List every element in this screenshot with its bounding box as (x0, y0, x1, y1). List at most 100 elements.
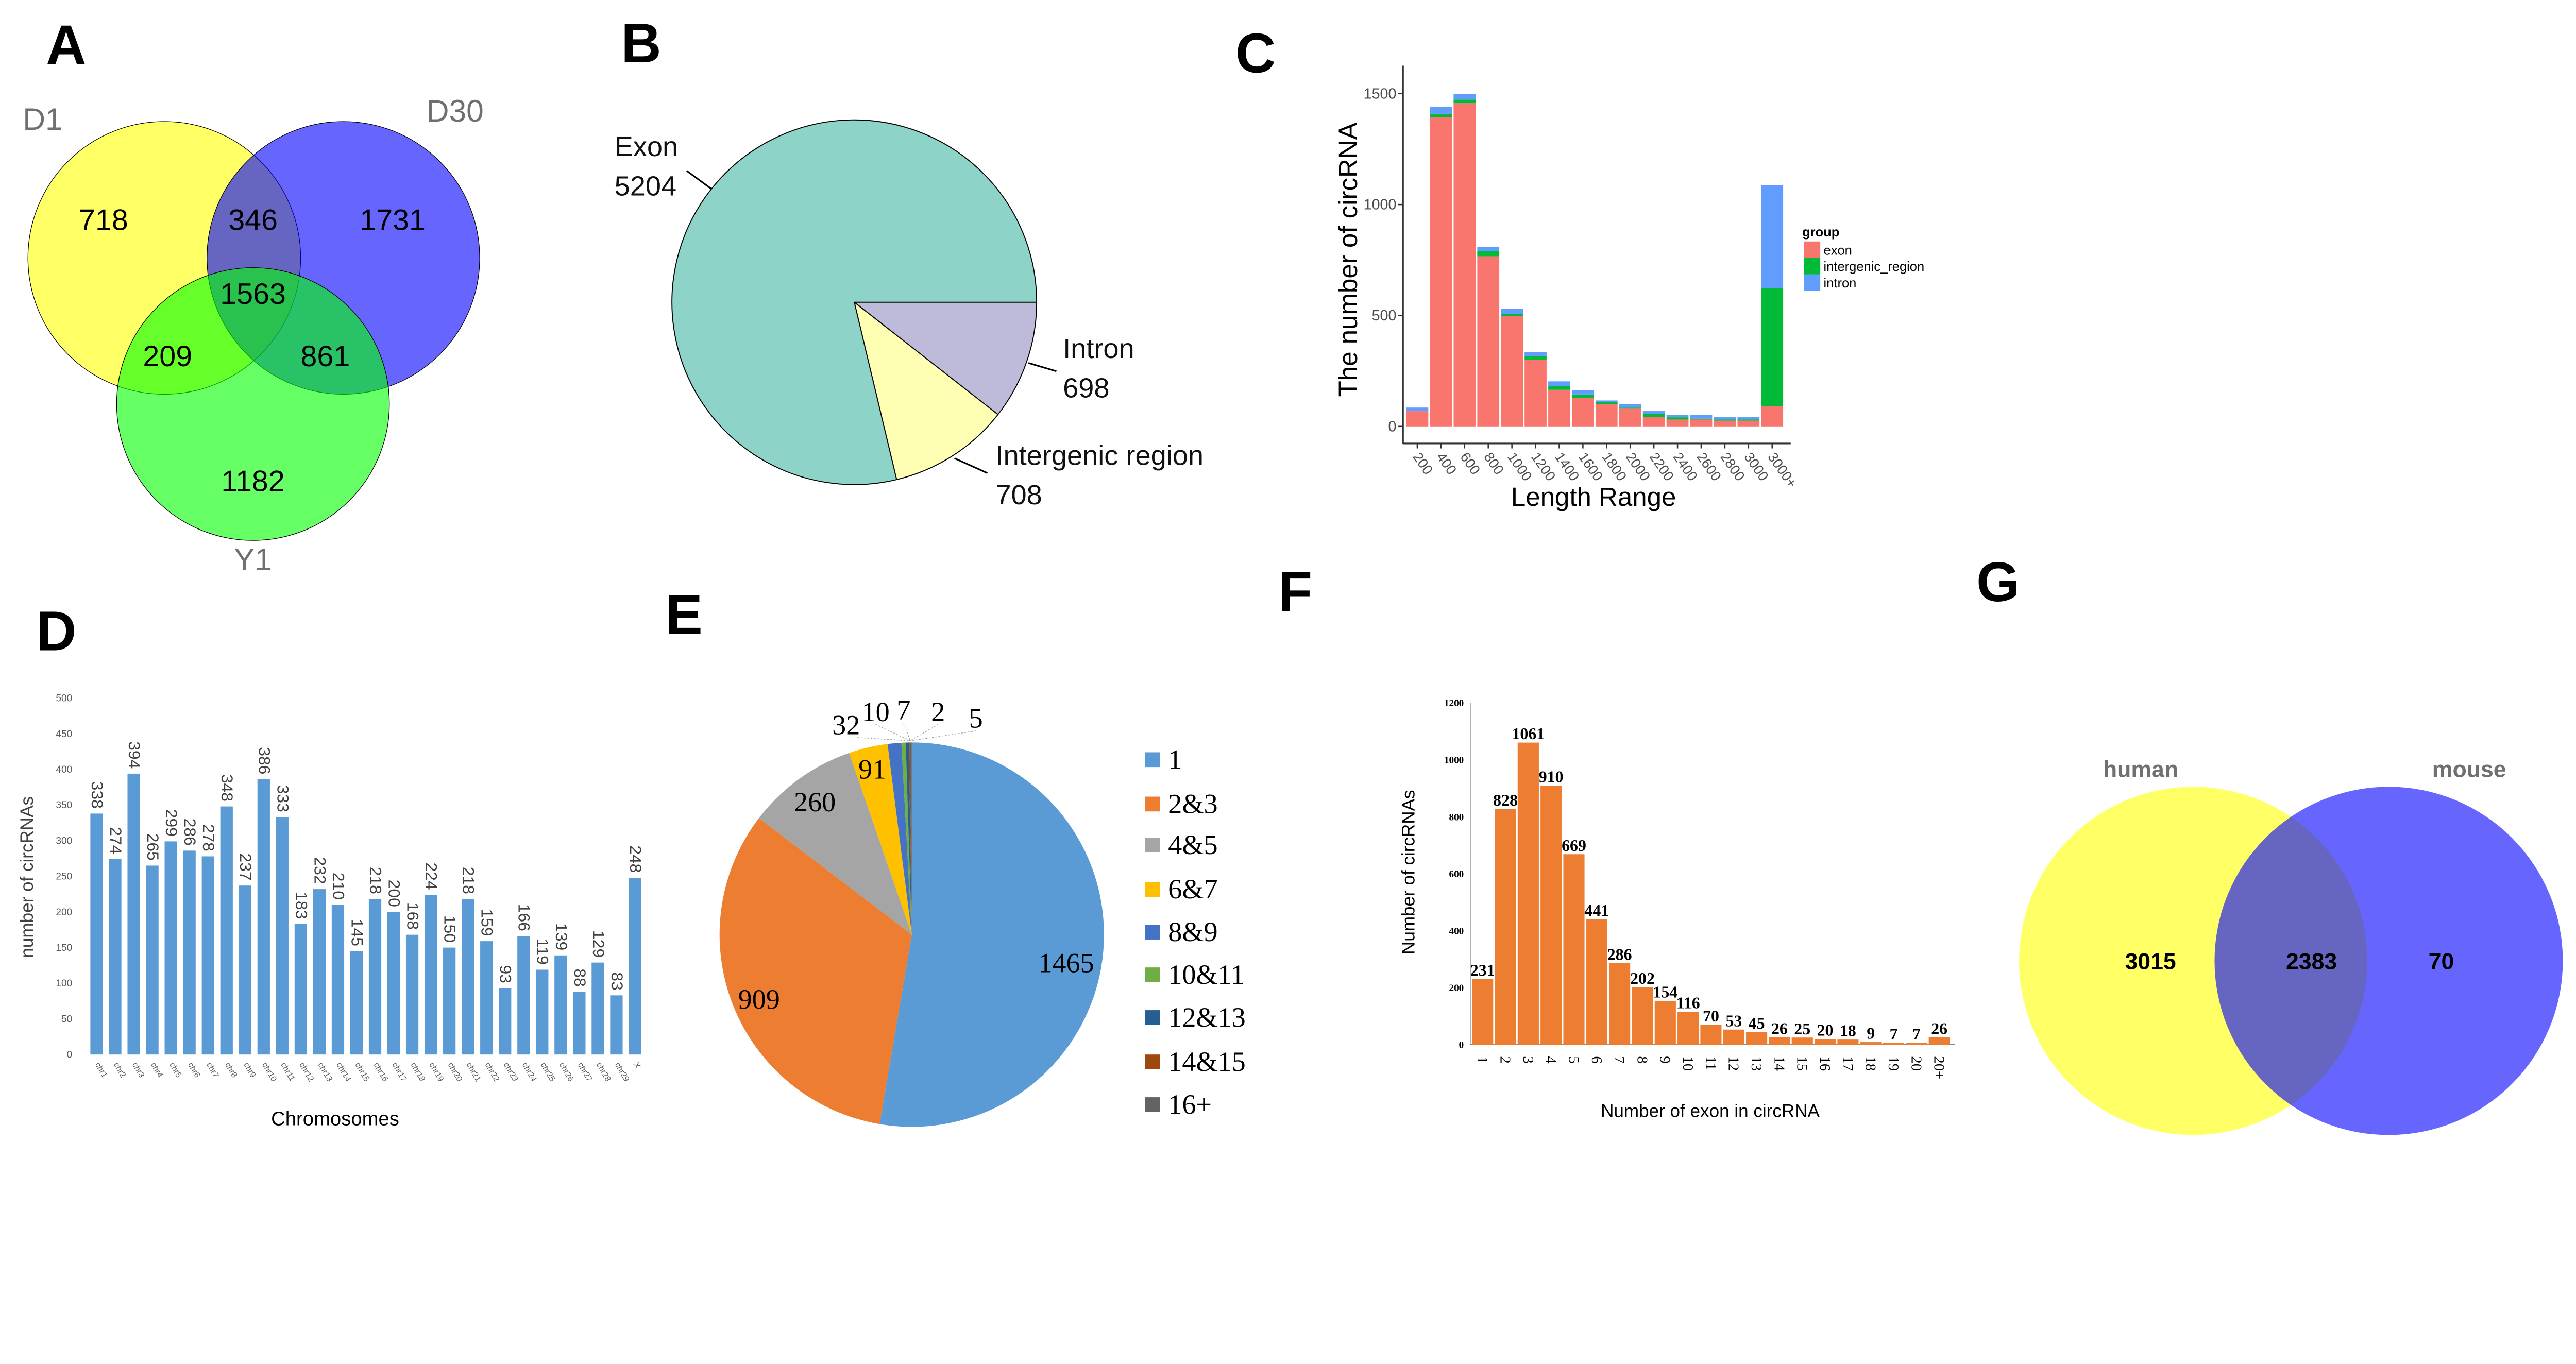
bar-segment-exon (1430, 117, 1452, 427)
y-axis-title: The number of circRNA (1333, 122, 1363, 397)
bar-value-label: 7 (1912, 1025, 1921, 1043)
bar (629, 877, 641, 1055)
bar-segment-intron (1619, 404, 1641, 408)
bar-value-label: 25 (1794, 1020, 1810, 1038)
bar-segment-intron (1477, 246, 1500, 251)
bar-value-label: 168 (404, 902, 422, 930)
bar-segment-intergenic_region (1666, 417, 1689, 420)
y-tick-label: 0 (1459, 1039, 1464, 1050)
x-tick-label: 12 (1725, 1056, 1742, 1071)
venn-count-d1-y1: 209 (143, 340, 192, 373)
x-tick-label: 1400 (1552, 449, 1583, 484)
legend-label: 8&9 (1168, 916, 1217, 947)
y-axis-title: Number of circRNAs (1399, 790, 1419, 954)
bar-segment-intergenic_region (1501, 314, 1523, 316)
bar-segment-exon (1477, 256, 1500, 427)
bar (573, 992, 586, 1055)
pie-slice-12-13 (905, 742, 912, 935)
x-tick-label: 14 (1771, 1056, 1787, 1071)
x-tick-label: 8 (1634, 1056, 1650, 1063)
leader-line (857, 737, 910, 741)
legend-swatch (1145, 796, 1160, 812)
bar-segment-intron (1595, 400, 1618, 402)
y-tick-label: 200 (1449, 983, 1464, 994)
pie-slice-14-15 (908, 742, 912, 935)
bar (276, 817, 289, 1055)
bar (1586, 919, 1607, 1045)
bar-value-label: 210 (329, 873, 348, 900)
bar (294, 924, 307, 1055)
y-tick-label: 0 (67, 1050, 73, 1061)
slice-value-label: 1465 (1038, 948, 1094, 979)
bar-segment-intron (1572, 390, 1594, 395)
bar (146, 865, 159, 1055)
legend-label: 12&13 (1168, 1002, 1246, 1033)
y-tick-label: 0 (1388, 418, 1396, 435)
x-axis-title: Chromosomes (271, 1107, 399, 1130)
x-tick-label: chr1 (93, 1061, 109, 1079)
x-axis-title: Number of exon in circRNA (1601, 1101, 1820, 1121)
y-tick-label: 500 (1372, 308, 1397, 324)
x-tick-label: chr25 (539, 1061, 557, 1083)
legend-swatch (1145, 838, 1160, 852)
bar (257, 779, 270, 1055)
bar-value-label: 26 (1931, 1019, 1947, 1037)
bar-value-label: 231 (1470, 961, 1495, 979)
bar-value-label: 166 (515, 904, 534, 931)
venn-count-human-only: 3015 (2125, 949, 2176, 974)
slice-value-intron: 698 (1063, 373, 1109, 404)
legend-swatch (1145, 1097, 1160, 1112)
venn-set-label-d1: D1 (23, 101, 62, 137)
bar-value-label: 274 (107, 827, 125, 854)
x-tick-label: chr27 (576, 1061, 594, 1083)
bar (443, 947, 456, 1055)
bar-value-label: 441 (1584, 901, 1609, 919)
bar-segment-exon (1619, 408, 1641, 427)
x-tick-label: chr24 (520, 1061, 538, 1083)
bar-value-label: 83 (608, 972, 626, 990)
legend-label-intergenic_region: intergenic_region (1824, 260, 1925, 274)
x-tick-label: chr10 (260, 1061, 278, 1083)
bar (201, 856, 214, 1055)
x-tick-label: 600 (1457, 449, 1483, 478)
x-tick-label: chr21 (465, 1061, 483, 1083)
bar-segment-exon (1406, 411, 1429, 427)
x-tick-label: 1 (1474, 1056, 1490, 1063)
panel-label-g: G (1976, 551, 2020, 613)
bar (1723, 1029, 1744, 1045)
y-tick-label: 1200 (1444, 698, 1464, 709)
bar (164, 841, 177, 1055)
bar-value-label: 265 (144, 833, 162, 861)
bar (239, 885, 251, 1055)
leader-line-intron (1028, 362, 1057, 372)
bar (313, 889, 326, 1055)
bar (1860, 1042, 1882, 1045)
legend-label: 10&11 (1168, 959, 1245, 990)
bar-value-label: 394 (125, 741, 144, 769)
bar-segment-exon (1453, 103, 1476, 427)
bar-segment-intergenic_region (1619, 407, 1641, 409)
bar-segment-intergenic_region (1690, 418, 1713, 420)
bar (127, 773, 140, 1055)
slice-value-intergenic: 708 (995, 480, 1042, 510)
bar-segment-intron (1714, 417, 1736, 420)
x-tick-label: chr6 (186, 1061, 201, 1079)
x-tick-label: 16 (1817, 1056, 1833, 1071)
x-tick-label: chr5 (167, 1061, 183, 1079)
bar-segment-intron (1501, 309, 1523, 314)
x-tick-label: chr8 (223, 1061, 239, 1079)
bar (368, 899, 382, 1055)
bar-segment-exon (1690, 419, 1713, 427)
bar-segment-exon (1595, 404, 1618, 427)
slice-value-label: 260 (794, 787, 836, 817)
legend-title: group (1802, 225, 1839, 240)
y-tick-label: 350 (56, 800, 72, 811)
x-tick-label: 3000+ (1765, 449, 1800, 490)
bar-value-label: 386 (255, 747, 274, 774)
bar-value-label: 20 (1817, 1021, 1834, 1039)
venn-set-label-y1: Y1 (234, 541, 272, 576)
x-tick-label: 5 (1565, 1056, 1582, 1063)
y-tick-label: 1000 (1444, 755, 1464, 766)
x-tick-label: 3000 (1741, 449, 1772, 484)
y-tick-label: 500 (56, 693, 72, 704)
